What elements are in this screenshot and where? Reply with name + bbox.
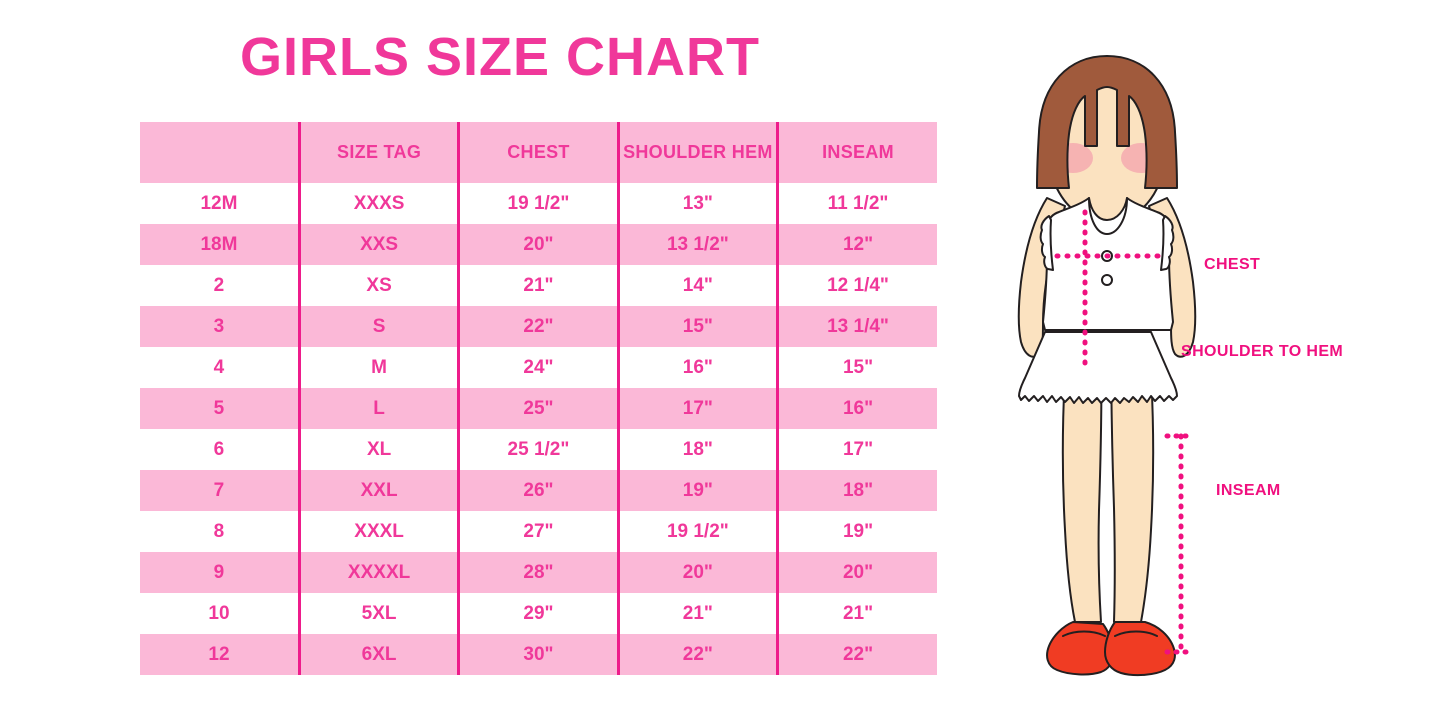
cell-inseam: 19" [776, 511, 937, 552]
cell-size: 7 [140, 470, 300, 511]
cell-size-tag: XXS [297, 224, 459, 265]
table-row: 10 5XL 29" 21" 21" [140, 593, 937, 634]
shoulder-to-hem-callout-label: SHOULDER TO HEM [1181, 343, 1344, 360]
cell-inseam: 17" [776, 429, 937, 470]
cell-shoulder-hem: 13" [616, 183, 778, 224]
cell-size: 4 [140, 347, 300, 388]
cell-size-tag: L [297, 388, 459, 429]
cell-size-tag: XXXS [297, 183, 459, 224]
column-header-size-tag: SIZE TAG [297, 122, 459, 183]
cell-chest: 25 1/2" [457, 429, 619, 470]
table-row: 9 XXXXL 28" 20" 20" [140, 552, 937, 593]
cell-inseam: 18" [776, 470, 937, 511]
cell-chest: 30" [457, 634, 619, 675]
cell-shoulder-hem: 13 1/2" [616, 224, 778, 265]
cell-size-tag: 5XL [297, 593, 459, 634]
skirt-shape [1018, 331, 1178, 404]
page-title: GIRLS SIZE CHART [239, 27, 760, 87]
cell-size: 10 [140, 593, 300, 634]
cell-chest: 27" [457, 511, 619, 552]
cell-chest: 26" [457, 470, 619, 511]
cell-size-tag: XS [297, 265, 459, 306]
size-chart-table: SIZE TAG CHEST SHOULDER HEM INSEAM 12M X… [140, 122, 937, 675]
cell-shoulder-hem: 22" [616, 634, 778, 675]
table-row: 7 XXL 26" 19" 18" [140, 470, 937, 511]
cell-inseam: 20" [776, 552, 937, 593]
cell-shoulder-hem: 20" [616, 552, 778, 593]
column-header-shoulder-hem: SHOULDER HEM [616, 122, 778, 183]
shoe-right-strap [1114, 630, 1158, 637]
cell-shoulder-hem: 19" [616, 470, 778, 511]
cell-size: 9 [140, 552, 300, 593]
column-header-inseam: INSEAM [776, 122, 937, 183]
cell-chest: 19 1/2" [457, 183, 619, 224]
cell-inseam: 16" [776, 388, 937, 429]
cell-chest: 20" [457, 224, 619, 265]
table-row: 2 XS 21" 14" 12 1/4" [140, 265, 937, 306]
cell-size: 2 [140, 265, 300, 306]
cell-shoulder-hem: 19 1/2" [616, 511, 778, 552]
table-row: 8 XXXL 27" 19 1/2" 19" [140, 511, 937, 552]
cell-inseam: 22" [776, 634, 937, 675]
cell-size: 6 [140, 429, 300, 470]
cell-chest: 25" [457, 388, 619, 429]
shoe-left-strap [1062, 630, 1106, 637]
cell-size-tag: XXL [297, 470, 459, 511]
cell-shoulder-hem: 14" [616, 265, 778, 306]
cell-size: 8 [140, 511, 300, 552]
table-row: 18M XXS 20" 13 1/2" 12" [140, 224, 937, 265]
cell-size-tag: XL [297, 429, 459, 470]
cell-size: 12M [140, 183, 300, 224]
cell-shoulder-hem: 16" [616, 347, 778, 388]
button-lower [1101, 274, 1113, 286]
cell-shoulder-hem: 21" [616, 593, 778, 634]
cell-size-tag: M [297, 347, 459, 388]
cell-chest: 21" [457, 265, 619, 306]
table-row: 4 M 24" 16" 15" [140, 347, 937, 388]
cell-inseam: 11 1/2" [776, 183, 937, 224]
cell-size: 5 [140, 388, 300, 429]
sleeve-ruffle-right [1160, 215, 1175, 271]
cell-size-tag: 6XL [297, 634, 459, 675]
cell-inseam: 13 1/4" [776, 306, 937, 347]
cell-size-tag: XXXL [297, 511, 459, 552]
table-row: 5 L 25" 17" 16" [140, 388, 937, 429]
table-row: 12M XXXS 19 1/2" 13" 11 1/2" [140, 183, 937, 224]
table-row: 6 XL 25 1/2" 18" 17" [140, 429, 937, 470]
column-header-chest: CHEST [457, 122, 619, 183]
collar-shape [1088, 197, 1128, 235]
shoe-left-shape [1046, 621, 1114, 676]
column-header-size [140, 122, 300, 183]
table-row: 12 6XL 30" 22" 22" [140, 634, 937, 675]
cell-chest: 24" [457, 347, 619, 388]
chest-callout-label: CHEST [1204, 256, 1261, 273]
cell-size: 3 [140, 306, 300, 347]
cell-inseam: 21" [776, 593, 937, 634]
cell-size: 18M [140, 224, 300, 265]
table-row: 3 S 22" 15" 13 1/4" [140, 306, 937, 347]
hair-shape [1036, 55, 1178, 189]
inseam-callout-label: INSEAM [1216, 482, 1281, 499]
cell-shoulder-hem: 15" [616, 306, 778, 347]
cell-chest: 28" [457, 552, 619, 593]
cell-chest: 22" [457, 306, 619, 347]
cell-inseam: 15" [776, 347, 937, 388]
sleeve-ruffle-left [1039, 215, 1054, 271]
cell-size-tag: XXXXL [297, 552, 459, 593]
table-header-row: SIZE TAG CHEST SHOULDER HEM INSEAM [140, 122, 937, 183]
cell-inseam: 12 1/4" [776, 265, 937, 306]
cell-chest: 29" [457, 593, 619, 634]
girl-figure-illustration [985, 30, 1255, 690]
cell-shoulder-hem: 17" [616, 388, 778, 429]
cell-size-tag: S [297, 306, 459, 347]
shoe-right-shape [1104, 621, 1176, 677]
cell-shoulder-hem: 18" [616, 429, 778, 470]
cell-inseam: 12" [776, 224, 937, 265]
cell-size: 12 [140, 634, 300, 675]
